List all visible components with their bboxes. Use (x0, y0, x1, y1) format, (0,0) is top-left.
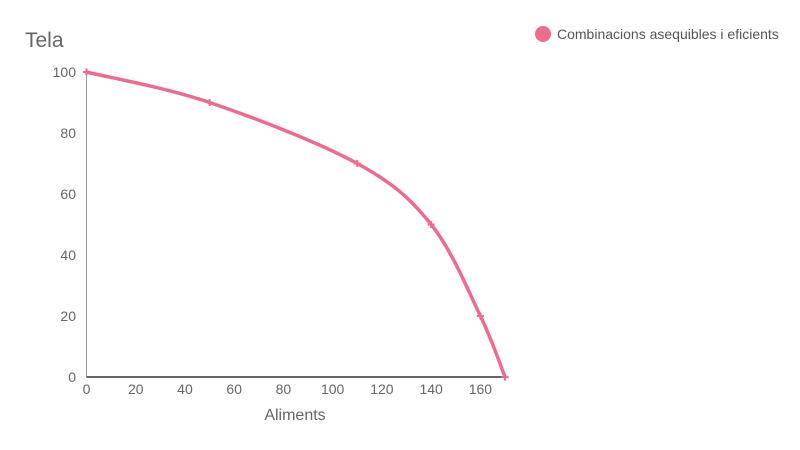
y-tick-label: 80 (60, 125, 76, 141)
legend-label: Combinacions asequibles i eficients (557, 26, 779, 42)
data-point-marker (353, 160, 361, 167)
legend: Combinacions asequibles i eficients (535, 26, 779, 42)
data-point-marker (501, 373, 509, 381)
x-axis-title: Aliments (264, 407, 325, 424)
x-tick-labels: 0 20 40 60 80 100 120 140 160 (83, 381, 493, 397)
x-tick-label: 80 (276, 381, 292, 397)
x-tick-label: 40 (177, 381, 193, 397)
series-line (84, 70, 507, 379)
x-tick-label: 160 (469, 381, 493, 397)
data-point-marker (427, 221, 435, 228)
legend-marker (535, 26, 551, 42)
x-tick-label: 100 (321, 381, 345, 397)
x-tick-label: 140 (419, 381, 443, 397)
y-tick-label: 60 (60, 186, 76, 202)
y-tick-label: 40 (60, 247, 76, 263)
x-tick-label: 20 (128, 381, 144, 397)
x-tick-label: 60 (226, 381, 242, 397)
y-tick-label: 20 (60, 308, 76, 324)
data-point-marker (476, 312, 484, 320)
y-tick-label: 0 (68, 369, 76, 385)
y-tick-labels: 0 20 40 60 80 100 (53, 64, 77, 385)
data-point-marker (83, 68, 90, 76)
y-tick-label: 100 (53, 64, 77, 80)
y-axis-title: Tela (25, 29, 64, 52)
data-point-marker (206, 99, 214, 106)
x-tick-label: 0 (83, 381, 91, 397)
x-tick-label: 120 (370, 381, 394, 397)
series-markers (83, 68, 509, 381)
